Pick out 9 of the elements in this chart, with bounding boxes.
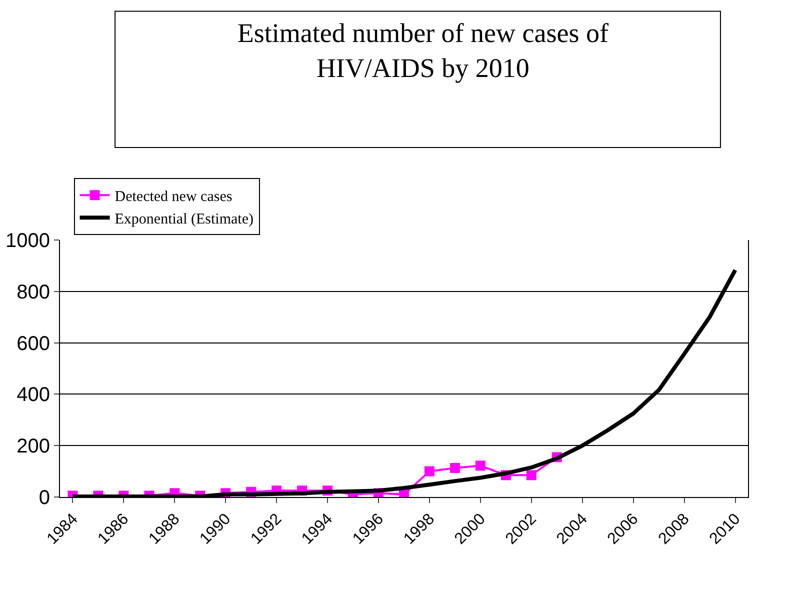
legend-label: Exponential (Estimate) <box>114 211 254 228</box>
y-tick-label: 800 <box>16 281 50 304</box>
chart-title: Estimated number of new cases of HIV/AIDS by 2010 <box>237 18 609 83</box>
y-tick-label: 1000 <box>6 230 50 252</box>
legend-label: Detected new cases <box>114 188 232 205</box>
y-tick-label: 400 <box>16 384 50 406</box>
y-tick-label: 600 <box>16 332 50 355</box>
y-tick-label: 0 <box>38 487 50 509</box>
y-tick-label: 200 <box>16 436 50 458</box>
